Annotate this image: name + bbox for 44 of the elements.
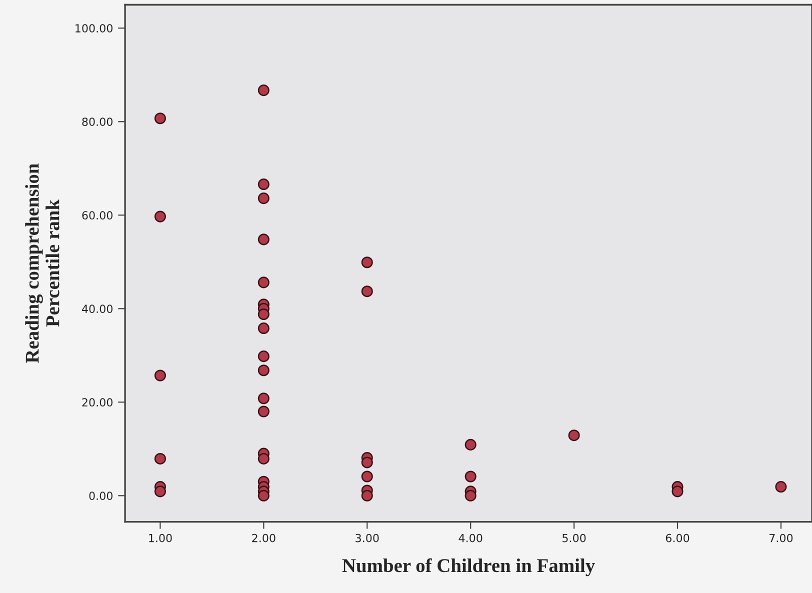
point (361, 470, 373, 482)
y-tick-label: 60.00 (82, 211, 113, 220)
point (361, 286, 373, 298)
point (361, 256, 373, 268)
point (258, 406, 270, 418)
point (258, 490, 270, 502)
x-tick-label: 3.00 (356, 534, 379, 542)
x-axis-title: Number of Children in Family (342, 558, 595, 576)
point (258, 234, 270, 246)
point (154, 452, 166, 464)
point (258, 452, 270, 464)
y-tick-label: 40.00 (82, 304, 113, 314)
point (154, 112, 166, 124)
x-tick-label: 4.00 (458, 534, 482, 542)
point (361, 490, 373, 502)
x-tick-label: 7.00 (770, 534, 793, 542)
y-tick-label: 0.00 (89, 492, 113, 500)
point (258, 276, 270, 288)
x-tick-label: 1.00 (149, 534, 172, 542)
y-tick-label: 100.00 (76, 24, 113, 32)
point (258, 322, 270, 334)
point (258, 350, 270, 362)
point (154, 370, 166, 382)
point (464, 490, 476, 502)
y-tick-label: 80.00 (82, 118, 113, 126)
x-tick-label: 2.00 (252, 534, 276, 542)
point (258, 192, 270, 204)
y-axis-title: Reading comprehension Percentile rank (25, 164, 60, 363)
point (154, 486, 166, 498)
point (258, 364, 270, 376)
point (568, 430, 580, 442)
point (464, 438, 476, 450)
point (154, 210, 166, 222)
point (258, 84, 270, 96)
point (672, 486, 684, 498)
x-tick-label: 6.00 (666, 534, 690, 542)
y-tick-label: 20.00 (82, 398, 113, 407)
point (775, 481, 787, 493)
point (361, 456, 373, 468)
point (258, 178, 270, 190)
point (258, 308, 270, 320)
point (258, 392, 270, 404)
x-tick-label: 5.00 (562, 534, 586, 542)
point (464, 470, 476, 482)
